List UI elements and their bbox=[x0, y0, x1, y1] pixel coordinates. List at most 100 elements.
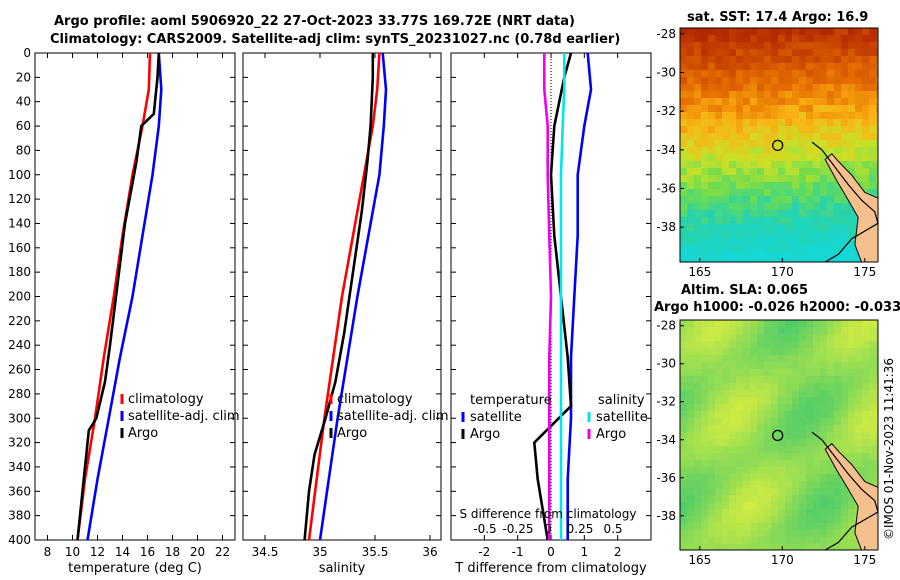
map-cell bbox=[799, 28, 806, 35]
map-cell bbox=[820, 369, 827, 376]
map-cell bbox=[687, 425, 694, 432]
map-cell bbox=[869, 404, 876, 411]
map-cell bbox=[694, 502, 701, 509]
map-cell bbox=[806, 502, 813, 509]
map-cell bbox=[715, 369, 722, 376]
map-cell bbox=[715, 126, 722, 133]
map-cell bbox=[778, 509, 785, 516]
map-cell bbox=[701, 397, 708, 404]
map-cell bbox=[848, 63, 855, 70]
map-cell bbox=[792, 495, 799, 502]
map-cell bbox=[806, 224, 813, 231]
map-cell bbox=[764, 126, 771, 133]
map-cell bbox=[729, 147, 736, 154]
map-cell bbox=[848, 252, 855, 259]
map-cell bbox=[743, 98, 750, 105]
map-cell bbox=[848, 411, 855, 418]
map-cell bbox=[757, 98, 764, 105]
map-cell bbox=[834, 105, 841, 112]
map-cell bbox=[876, 460, 878, 467]
map-cell bbox=[827, 77, 834, 84]
map-cell bbox=[743, 446, 750, 453]
map-cell bbox=[785, 523, 792, 530]
map-cell bbox=[820, 252, 827, 259]
map-cell bbox=[687, 411, 694, 418]
x-tick-label: 170 bbox=[771, 553, 794, 567]
map-cell bbox=[736, 509, 743, 516]
map-cell bbox=[834, 544, 841, 550]
map-cell bbox=[764, 516, 771, 523]
map-cell bbox=[722, 355, 729, 362]
map-cell bbox=[708, 119, 715, 126]
map-cell bbox=[834, 203, 841, 210]
map-cell bbox=[841, 516, 848, 523]
map-cell bbox=[764, 175, 771, 182]
map-cell bbox=[715, 348, 722, 355]
map-cell bbox=[785, 341, 792, 348]
map-cell bbox=[715, 467, 722, 474]
map-cell bbox=[694, 231, 701, 238]
legend-label: Argo bbox=[128, 426, 158, 441]
map-cell bbox=[743, 502, 750, 509]
map-cell bbox=[785, 537, 792, 544]
map-cell bbox=[708, 516, 715, 523]
map-cell bbox=[869, 383, 876, 390]
map-cell bbox=[813, 404, 820, 411]
map-cell bbox=[736, 231, 743, 238]
map-cell bbox=[729, 418, 736, 425]
map-cell bbox=[827, 105, 834, 112]
map-cell bbox=[729, 126, 736, 133]
map-cell bbox=[876, 126, 878, 133]
map-cell bbox=[799, 70, 806, 77]
map-cell bbox=[708, 362, 715, 369]
map-cell bbox=[701, 432, 708, 439]
map-cell bbox=[729, 98, 736, 105]
map-cell bbox=[869, 446, 876, 453]
map-cell bbox=[771, 133, 778, 140]
map-cell bbox=[827, 460, 834, 467]
y-tick-label: 0 bbox=[23, 46, 31, 60]
map-cell bbox=[841, 341, 848, 348]
map-cell bbox=[701, 63, 708, 70]
x-tick-label: 16 bbox=[140, 545, 155, 559]
map-cell bbox=[715, 119, 722, 126]
map-cell bbox=[848, 140, 855, 147]
map-cell bbox=[785, 411, 792, 418]
map-cell bbox=[806, 98, 813, 105]
map-cell bbox=[827, 56, 834, 63]
map-cell bbox=[722, 259, 729, 262]
map-cell bbox=[764, 245, 771, 252]
map-cell bbox=[848, 98, 855, 105]
map-cell bbox=[848, 348, 855, 355]
map-cell bbox=[715, 252, 722, 259]
map-cell bbox=[876, 70, 878, 77]
map-cell bbox=[799, 411, 806, 418]
map-cell bbox=[687, 341, 694, 348]
map-cell bbox=[743, 355, 750, 362]
map-cell bbox=[820, 502, 827, 509]
map-cell bbox=[827, 175, 834, 182]
map-cell bbox=[680, 327, 687, 334]
map-cell bbox=[750, 425, 757, 432]
map-cell bbox=[806, 495, 813, 502]
map-cell bbox=[841, 35, 848, 42]
map-cell bbox=[750, 362, 757, 369]
map-cell bbox=[827, 488, 834, 495]
map-cell bbox=[722, 509, 729, 516]
map-cell bbox=[792, 119, 799, 126]
map-cell bbox=[855, 175, 862, 182]
y-tick-label: 280 bbox=[8, 387, 31, 401]
map-cell bbox=[799, 537, 806, 544]
map-cell bbox=[813, 334, 820, 341]
map-cell bbox=[792, 418, 799, 425]
map-cell bbox=[715, 238, 722, 245]
map-cell bbox=[806, 516, 813, 523]
map-cell bbox=[876, 418, 878, 425]
map-cell bbox=[834, 259, 841, 262]
map-cell bbox=[729, 355, 736, 362]
map-cell bbox=[792, 362, 799, 369]
map-cell bbox=[764, 210, 771, 217]
map-cell bbox=[848, 28, 855, 35]
map-cell bbox=[869, 119, 876, 126]
map-cell bbox=[736, 112, 743, 119]
